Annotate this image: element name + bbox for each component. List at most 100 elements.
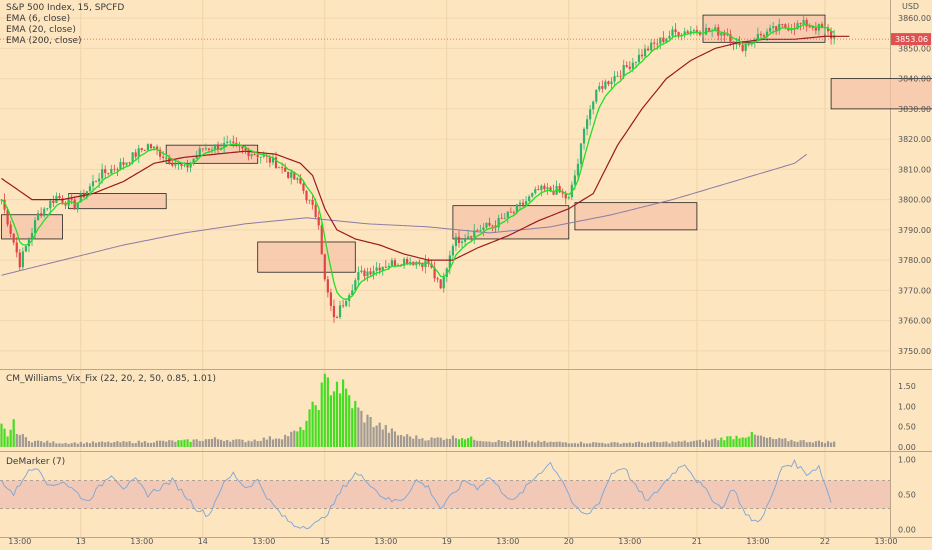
vix-bar — [70, 443, 73, 447]
vix-bar — [235, 439, 238, 447]
vix-bar — [186, 439, 189, 447]
candle-body — [445, 268, 448, 277]
candle-body — [769, 27, 772, 32]
candle-body — [784, 24, 787, 28]
vix-bar — [671, 441, 674, 447]
vix-bar — [198, 440, 201, 447]
candle-body — [485, 222, 488, 228]
candle-body — [149, 144, 153, 149]
candle-body — [393, 260, 397, 266]
vix-bar — [561, 442, 564, 447]
candle-body — [79, 193, 82, 203]
vix-bar — [281, 439, 284, 447]
candle-body — [418, 261, 421, 263]
vix-bar — [85, 442, 88, 447]
candle-body — [457, 236, 461, 243]
candle-body — [796, 23, 799, 30]
candle-body — [210, 149, 214, 151]
vix-bar — [674, 442, 677, 447]
candle-body — [287, 171, 290, 178]
candle-body — [564, 193, 567, 199]
vix-bar — [555, 441, 558, 447]
candle-body — [204, 148, 207, 150]
candle-body — [107, 172, 110, 174]
vix-bar — [305, 420, 308, 447]
candle-body — [338, 305, 342, 318]
vix-bar — [494, 441, 497, 447]
vix-bar — [15, 433, 18, 447]
candle-body — [692, 30, 695, 32]
vix-legend: CM_Williams_Vix_Fix (22, 20, 2, 50, 0.85… — [6, 374, 216, 385]
vix-bar — [229, 441, 232, 447]
vix-bar — [595, 442, 598, 447]
vix-tick-label: 1.50 — [898, 382, 916, 391]
candle-body — [619, 75, 622, 77]
candle-body — [582, 128, 586, 144]
candle-body — [537, 189, 540, 191]
currency-label: USD — [902, 2, 920, 11]
candle-body — [311, 199, 314, 205]
vix-bar — [521, 440, 525, 447]
vix-bar — [12, 419, 15, 447]
main-legend-ema6: EMA (6, close) — [6, 14, 71, 24]
vix-bar — [3, 428, 6, 447]
vix-bar — [525, 440, 528, 447]
candle-body — [403, 258, 406, 266]
vix-bar — [628, 442, 631, 447]
vix-bar — [262, 437, 265, 447]
vix-bar — [604, 443, 607, 447]
time-tick-label: 13:00 — [8, 537, 31, 546]
candle-body — [116, 169, 119, 171]
candle-body — [180, 163, 183, 166]
candle-body — [726, 34, 729, 36]
vix-bar — [424, 440, 427, 447]
time-tick-label: 14 — [198, 537, 208, 546]
vix-bar — [552, 442, 555, 447]
time-tick-label: 13:00 — [496, 537, 519, 546]
vix-bar — [732, 439, 735, 447]
candle-body — [451, 246, 454, 256]
vix-bar — [293, 430, 296, 447]
time-tick-label: 13:00 — [374, 537, 397, 546]
vix-bar — [9, 429, 12, 447]
candle-body — [589, 109, 592, 120]
candle-body — [689, 31, 692, 34]
candle-body — [76, 202, 79, 210]
vix-bar — [403, 436, 406, 447]
demarker-legend-title: DeMarker (7) — [6, 457, 66, 467]
vix-bar — [110, 442, 113, 447]
candle-body — [244, 148, 247, 151]
ema200-line — [1, 153, 807, 276]
vix-bar — [503, 441, 506, 447]
candle-body — [406, 258, 409, 265]
candle-body — [683, 31, 686, 35]
candle-body — [70, 198, 73, 200]
candle-body — [772, 26, 775, 28]
vix-bar — [464, 439, 467, 447]
candle-body — [381, 266, 384, 271]
vix-bar — [116, 441, 119, 447]
vix-bar — [271, 439, 275, 447]
candle-body — [216, 144, 220, 150]
vix-bar — [582, 443, 586, 447]
vix-bar — [30, 442, 34, 447]
candle-body — [3, 199, 6, 210]
candle-body — [662, 37, 665, 43]
vix-bar — [811, 442, 814, 447]
vix-bar — [680, 441, 683, 447]
candle-body — [277, 167, 281, 169]
vix-bar — [826, 441, 830, 447]
candle-body — [528, 196, 531, 202]
vix-bar — [79, 441, 82, 447]
candle-body — [159, 149, 162, 157]
time-tick-label: 13:00 — [130, 537, 153, 546]
vix-bar — [0, 423, 3, 447]
vix-tick-label: 0.00 — [898, 443, 916, 452]
vix-bar — [775, 439, 778, 447]
candle-body — [46, 208, 49, 210]
vix-bar — [619, 443, 622, 447]
vix-bar — [98, 441, 101, 447]
vix-bar — [351, 408, 354, 447]
vix-bar — [232, 439, 235, 447]
